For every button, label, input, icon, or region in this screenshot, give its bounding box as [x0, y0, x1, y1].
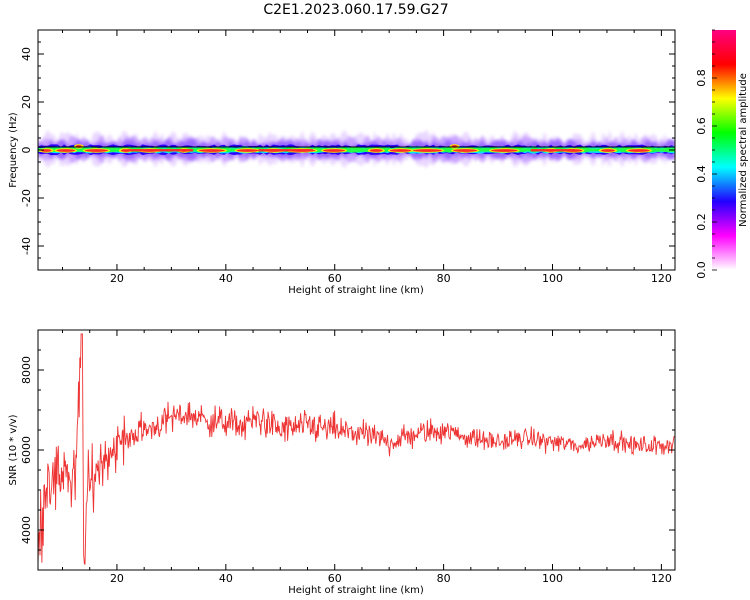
x-tick-label: 60 — [328, 272, 342, 285]
x-tick-label: 120 — [651, 272, 672, 285]
heatmap-band — [38, 129, 675, 169]
heatmap-x-ticks: 20 40 60 80 100 120 — [62, 30, 672, 285]
heatmap-y-ticks: 40 20 0 -20 -40 — [20, 29, 675, 271]
x-tick-label: 80 — [437, 272, 451, 285]
snr-x-ticks: 20 40 60 80 100 120 — [62, 330, 672, 585]
y-tick-label: 40 — [20, 47, 33, 61]
colorbar-gradient — [712, 30, 736, 270]
heatmap-ridge — [258, 149, 313, 152]
heatmap-hotspot — [412, 149, 443, 152]
heatmap-hotspot — [369, 149, 383, 152]
y-tick-label: 4000 — [20, 516, 33, 544]
colorbar-tick-label: 0.4 — [695, 165, 708, 183]
colorbar-tick-label: 0.6 — [695, 117, 708, 135]
colorbar-tick-label: 0.8 — [695, 69, 708, 87]
heatmap-hotspot — [389, 149, 412, 152]
heatmap-hotspot — [600, 149, 615, 152]
x-tick-label: 80 — [437, 572, 451, 585]
x-tick-label: 40 — [219, 572, 233, 585]
heatmap-hotspot — [236, 149, 259, 152]
y-tick-label: -40 — [20, 237, 33, 255]
x-tick-label: 20 — [110, 572, 124, 585]
colorbar-tick-label: 0.0 — [695, 261, 708, 279]
heatmap-hotspot — [491, 149, 518, 152]
colorbar-ticks: 0.0 0.2 0.4 0.6 0.8 — [695, 29, 717, 279]
y-tick-label: 20 — [20, 95, 33, 109]
heatmap-hotspot — [453, 149, 478, 152]
colorbar-label: Normalized spectral amplitude — [738, 73, 749, 227]
colorbar: 0.0 0.2 0.4 0.6 0.8 Normalized spectral ampl… — [695, 29, 749, 279]
x-tick-label: 100 — [542, 272, 563, 285]
x-tick-label: 60 — [328, 572, 342, 585]
figure-title: C2E1.2023.060.17.59.G27 — [263, 2, 448, 18]
snr-y-ticks: 4000 6000 8000 — [20, 329, 675, 571]
snr-frame — [37, 329, 676, 571]
x-tick-label: 120 — [651, 572, 672, 585]
heatmap-hotspot — [628, 149, 650, 152]
x-tick-label: 100 — [542, 572, 563, 585]
snr-y-label: SNR (10 * v/v) — [8, 414, 19, 485]
heatmap-ridge — [127, 149, 194, 152]
heatmap-ridge — [530, 149, 575, 152]
y-tick-label: 0 — [20, 147, 33, 154]
heatmap-hotspot — [84, 149, 109, 152]
heatmap-hotspot — [323, 149, 346, 152]
x-tick-label: 40 — [219, 272, 233, 285]
y-tick-label: 8000 — [20, 356, 33, 384]
y-tick-label: -20 — [20, 189, 33, 207]
heatmap-panel: 20 40 60 80 100 120 40 20 0 -20 -40 Height of str… — [8, 29, 676, 296]
heatmap-y-label: Frequency (Hz) — [8, 112, 19, 188]
heatmap-x-label: Height of straight line (km) — [288, 285, 424, 296]
snr-x-label: Height of straight line (km) — [288, 585, 424, 596]
colorbar-tick-label: 0.2 — [695, 213, 708, 231]
x-tick-label: 20 — [110, 272, 124, 285]
heatmap-hotspot — [56, 149, 76, 152]
snr-panel: 20 40 60 80 100 120 4000 6000 8000 Height of st… — [8, 329, 676, 596]
snr-series-line — [38, 333, 675, 567]
heatmap-hotspot — [198, 149, 225, 152]
y-tick-label: 6000 — [20, 436, 33, 464]
